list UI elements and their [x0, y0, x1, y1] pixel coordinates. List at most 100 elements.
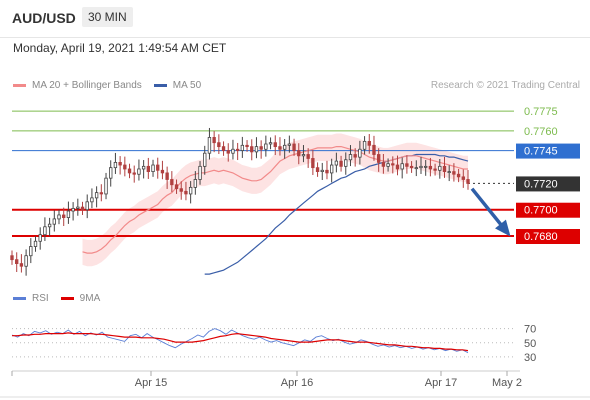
candle-body	[297, 150, 301, 157]
candle-body	[362, 140, 367, 150]
candle-body	[212, 137, 216, 144]
level-badge-5	[516, 229, 580, 244]
candle-body	[250, 146, 254, 153]
bollinger-band-fill	[82, 133, 468, 267]
instrument-name: AUD/USD	[12, 10, 76, 26]
candle-body	[344, 159, 348, 167]
source-credit: Research © 2021 Trading Central	[430, 80, 580, 91]
rsi-tick-label-1: 50	[524, 338, 536, 350]
candle-body	[109, 167, 113, 179]
candle-body	[146, 165, 151, 172]
rsi-panel: 70 50 30	[11, 324, 536, 364]
rsi-legend-label: RSI	[32, 293, 49, 304]
ma9-legend-label: 9MA	[79, 293, 101, 304]
candle-body	[372, 144, 376, 155]
candle-body	[38, 234, 42, 242]
candle-body	[231, 148, 235, 154]
candle-body	[33, 240, 38, 247]
candle-body	[217, 142, 221, 148]
candle-body	[395, 164, 400, 170]
candle-body	[99, 192, 103, 195]
candle-body	[400, 163, 404, 170]
candle-body	[235, 148, 240, 151]
ma20-swatch-icon	[13, 84, 26, 87]
x-tick-label-0: Apr 15	[135, 377, 167, 389]
level-label-1: 0.7760	[524, 126, 558, 138]
x-tick-label-2: Apr 17	[425, 377, 457, 389]
level-labels: 0.7775 0.7760 0.7745 0.7720 0.7700 0.7680	[516, 106, 580, 244]
candle-body	[315, 167, 320, 173]
rsi-swatch-icon	[13, 297, 26, 300]
candle-body	[104, 177, 108, 195]
candle-body	[52, 218, 56, 225]
x-tick-label-3: May 2	[492, 377, 522, 389]
candle-body	[245, 144, 249, 148]
ma50-swatch-icon	[153, 84, 167, 87]
candle-body	[320, 169, 324, 173]
candle-body	[66, 210, 71, 218]
candle-body	[15, 259, 19, 264]
level-badge-2	[516, 143, 580, 159]
candle-body	[428, 165, 433, 170]
candle-body	[43, 226, 47, 236]
rsi-tick-label-2: 30	[524, 352, 536, 364]
candle-body	[10, 255, 14, 261]
rsi-tick-label-0: 70	[524, 324, 536, 336]
candle-body	[268, 142, 273, 145]
candle-body	[160, 169, 165, 174]
candle-body	[292, 143, 296, 151]
candle-body	[254, 146, 259, 153]
candle-body	[391, 163, 395, 166]
candle-body	[221, 146, 226, 151]
level-label-0: 0.7775	[524, 106, 558, 118]
candle-body	[377, 154, 381, 163]
candle-body	[405, 163, 409, 167]
level-label-2: 0.7745	[524, 146, 558, 158]
ma20-legend-label: MA 20 + Bollinger Bands	[32, 80, 142, 91]
x-axis: Apr 15 Apr 16 Apr 17 May 2	[0, 370, 590, 398]
candle-body	[433, 168, 437, 171]
candle-body	[118, 161, 122, 166]
candle-body	[419, 165, 423, 169]
level-label-5: 0.7680	[524, 231, 558, 243]
level-lines	[12, 110, 514, 237]
candle-body	[381, 161, 386, 167]
candle-body	[156, 164, 160, 171]
candlesticks	[10, 127, 470, 276]
candle-body	[137, 168, 141, 175]
candle-body	[85, 201, 89, 211]
candle-body	[273, 142, 277, 148]
forecast-arrow	[470, 187, 511, 237]
candle-body	[184, 190, 188, 195]
x-tick-label-1: Apr 16	[281, 377, 313, 389]
timestamp: Monday, April 19, 2021 1:49:54 AM CET	[13, 41, 227, 55]
candle-body	[447, 171, 451, 174]
candle-body	[386, 163, 390, 167]
candle-body	[123, 164, 127, 170]
candle-body	[19, 263, 24, 267]
candle-body	[174, 184, 179, 190]
moving-averages	[82, 146, 469, 275]
candle-body	[203, 152, 207, 167]
ma9-swatch-icon	[60, 297, 74, 300]
forecast-arrow-head	[495, 219, 511, 237]
bollinger-band	[82, 133, 468, 267]
candle-body	[452, 171, 456, 175]
candle-body	[132, 172, 136, 175]
candle-body	[165, 172, 169, 180]
header-bar: AUD/USD 30 MIN	[0, 0, 590, 38]
candle-body	[80, 206, 85, 211]
interval-selector[interactable]: 30 MIN	[82, 7, 133, 27]
candle-body	[282, 144, 287, 150]
candle-body	[47, 223, 52, 228]
candle-body	[461, 176, 465, 180]
ma50-line	[204, 153, 469, 275]
rsi-legend: RSI 9MA	[13, 293, 100, 304]
candle-body	[311, 158, 315, 169]
candle-body	[409, 165, 414, 169]
current-price-label: 0.7720	[524, 178, 558, 190]
candle-body	[71, 207, 75, 212]
candle-body	[466, 179, 470, 184]
